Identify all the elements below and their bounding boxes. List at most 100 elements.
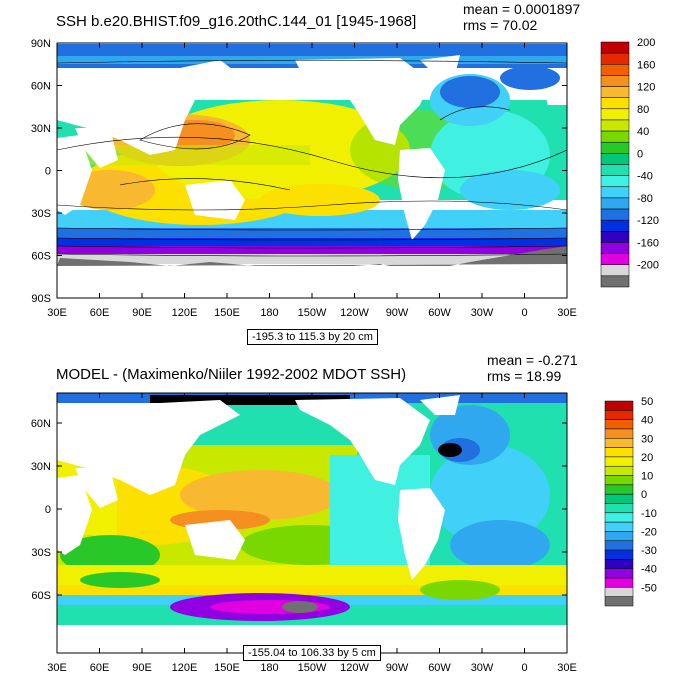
range-label: -155.04 to 106.33 by 5 cm <box>243 645 381 661</box>
ssh-map-axes: 30E 60E 90E 120E 150E 180 150W 120W 90W 60W 30W 0 30… <box>31 38 577 319</box>
colorbar-swatch <box>604 531 634 542</box>
lon-tick-label: 30E <box>47 662 67 674</box>
colorbar-swatch <box>600 231 630 243</box>
panel-title: MODEL - (Maximenko/Niiler 1992-2002 MDOT… <box>56 366 407 383</box>
lon-tick-label: 30W <box>471 662 494 674</box>
colorbar-swatch <box>600 141 630 154</box>
colorbar-swatch <box>604 596 634 607</box>
lon-tick-label: 30W <box>471 307 494 319</box>
lon-tick-label: 60W <box>428 662 451 674</box>
rms-label: rms = 18.99 <box>487 368 562 384</box>
colorbar-swatch <box>600 52 630 65</box>
lon-tick-label: 60E <box>90 307 110 319</box>
model-diff-map-field <box>57 393 567 653</box>
colorbar-label: 40 <box>641 415 653 427</box>
lon-tick-label: 90E <box>132 307 152 319</box>
colorbar-swatch <box>604 577 634 588</box>
ssh-map-field <box>57 43 567 298</box>
ssh-map: 30E 60E 90E 120E 150E 180 150W 120W 90W 60W 30W 0 30… <box>31 37 659 319</box>
lon-tick-label: 120E <box>172 662 198 674</box>
colorbar-swatch <box>600 242 630 254</box>
lat-tick-label: 30S <box>31 547 51 559</box>
lat-tick-label: 90N <box>31 38 51 50</box>
colorbar-swatch <box>600 119 630 132</box>
colorbar-label: -80 <box>637 193 653 205</box>
colorbar-swatch <box>604 400 634 411</box>
lat-tick-label: 30N <box>31 461 51 473</box>
colorbar-swatch <box>604 438 634 448</box>
lon-tick-label: 150W <box>298 662 327 674</box>
lon-tick-label: 0 <box>521 662 527 674</box>
lat-tick-label: 60S <box>31 251 51 263</box>
lon-tick-label: 60E <box>90 662 110 674</box>
lat-tick-label: 30S <box>31 208 51 220</box>
colorbar-label: 0 <box>641 489 647 501</box>
lat-tick-label: 90S <box>31 293 51 305</box>
colorbar-swatch <box>600 164 630 176</box>
lon-tick-label: 150E <box>214 307 240 319</box>
colorbar-label: 40 <box>637 126 649 138</box>
colorbar-swatch <box>600 175 630 188</box>
colorbar-swatch <box>600 197 630 210</box>
model-diff-map-axes: 30E 60E 90E 120E 150E 180 150W 120W 90W 60W 30W 0 30… <box>31 393 577 674</box>
model-diff-colorbar: 50 40 30 20 10 0 -10 -20 -30 -40 -50 <box>604 396 657 607</box>
colorbar-swatch <box>600 275 630 288</box>
lon-tick-label: 120W <box>340 307 369 319</box>
colorbar-swatch <box>600 253 630 265</box>
colorbar-swatch <box>600 186 630 199</box>
colorbar-swatch <box>600 64 630 76</box>
colorbar-swatch <box>604 493 634 504</box>
colorbar-swatch <box>604 549 634 560</box>
colorbar-swatch <box>600 86 630 98</box>
ssh-colorbar: 200 160 120 80 40 0 -40 -80 -120 -160 -200 <box>600 37 659 288</box>
colorbar-swatch <box>604 512 634 523</box>
mean-label: mean = 0.0001897 <box>463 1 581 17</box>
colorbar-swatch <box>604 475 634 486</box>
colorbar-swatch <box>604 447 634 458</box>
colorbar-swatch <box>604 410 634 420</box>
colorbar-swatch <box>600 108 630 121</box>
colorbar-swatch <box>604 540 634 551</box>
colorbar-label: 30 <box>641 433 653 445</box>
lat-tick-label: 0 <box>45 504 51 516</box>
colorbar-label: 160 <box>637 59 655 71</box>
colorbar-label: 10 <box>641 471 653 483</box>
colorbar-swatch <box>604 521 634 532</box>
mean-label: mean = -0.271 <box>487 352 578 368</box>
colorbar-swatch <box>600 153 630 165</box>
lat-tick-label: 0 <box>45 166 51 178</box>
colorbar-swatch <box>600 97 630 110</box>
colorbar-swatch <box>600 41 630 54</box>
colorbar-label: -30 <box>641 545 657 557</box>
lon-tick-label: 120E <box>172 307 198 319</box>
lon-tick-label: 90W <box>386 307 409 319</box>
colorbar-swatch <box>600 264 630 277</box>
colorbar-label: 0 <box>637 148 643 160</box>
colorbar-label: -40 <box>641 564 657 576</box>
colorbar-label: -160 <box>637 237 659 249</box>
colorbar-label: -10 <box>641 508 657 520</box>
colorbar-label: -20 <box>641 526 657 538</box>
lon-tick-label: 120W <box>340 662 369 674</box>
lon-tick-label: 30E <box>557 662 577 674</box>
lon-tick-label: 90E <box>132 662 152 674</box>
colorbar-label: -40 <box>637 171 653 183</box>
range-label: -195.3 to 115.3 by 20 cm <box>247 329 378 345</box>
colorbar-swatch <box>604 419 634 430</box>
colorbar-label: 50 <box>641 396 653 408</box>
colorbar-label: -50 <box>641 582 657 594</box>
colorbar-swatch <box>600 208 630 221</box>
colorbar-swatch <box>600 75 630 87</box>
model-diff-panel: MODEL - (Maximenko/Niiler 1992-2002 MDOT… <box>0 345 700 700</box>
colorbar-swatch <box>604 503 634 514</box>
lon-tick-label: 180 <box>260 662 278 674</box>
ssh-panel: SSH b.e20.BHIST.f09_g16.20thC.144_01 [19… <box>0 0 700 345</box>
lon-tick-label: 30E <box>557 307 577 319</box>
lon-tick-label: 60W <box>428 307 451 319</box>
colorbar-label: 120 <box>637 82 655 94</box>
colorbar-swatch <box>600 130 630 143</box>
colorbar-swatch <box>604 428 634 439</box>
lat-tick-label: 60N <box>31 81 51 93</box>
colorbar-swatch <box>600 219 630 232</box>
colorbar-swatch <box>604 568 634 579</box>
